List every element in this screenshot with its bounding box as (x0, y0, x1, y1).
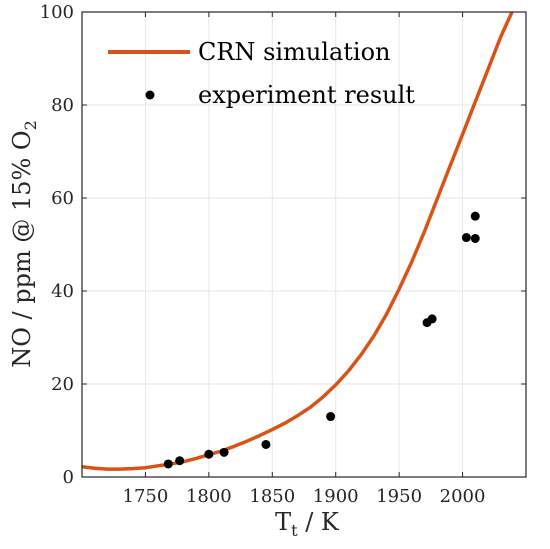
data-point-experiment (175, 456, 185, 466)
legend: CRN simulation experiment result (108, 38, 415, 109)
plot-background (82, 12, 526, 477)
series-layer (82, 12, 514, 471)
x-tick-label: 2000 (440, 486, 486, 507)
y-tick-label: 20 (51, 374, 74, 395)
axes-box (81, 11, 527, 478)
series-line-crn-simulation (82, 12, 514, 471)
data-point-experiment (427, 314, 437, 324)
data-point-experiment (163, 459, 173, 469)
legend-dot-swatch (145, 90, 155, 100)
x-tick-label: 1800 (186, 486, 232, 507)
x-tick-label: 1950 (376, 486, 422, 507)
y-tick-label: 40 (51, 281, 74, 302)
y-axis-label-subscript: 2 (21, 120, 40, 130)
grid (82, 11, 526, 478)
ticks: 1750 1800 1850 1900 1950 2000 0 20 40 60 80 100 (40, 2, 526, 507)
data-point-experiment (470, 211, 480, 221)
x-axis-label-unit: / K (298, 508, 340, 536)
y-axis-label-main: NO / ppm @ 15% O (8, 130, 36, 367)
y-tick-label: 60 (51, 188, 74, 209)
x-tick-label: 1750 (123, 486, 169, 507)
legend-label-crn-simulation: CRN simulation (198, 38, 390, 66)
x-axis-label-subscript: t (291, 521, 298, 540)
x-axis-label-main: T (275, 508, 291, 536)
data-point-experiment (219, 447, 229, 457)
data-point-experiment (461, 233, 471, 243)
data-point-experiment (326, 412, 336, 422)
x-axis-label: Tt / K (275, 508, 340, 540)
data-point-experiment (261, 439, 271, 449)
y-tick-label: 80 (51, 95, 74, 116)
data-point-experiment (204, 449, 214, 459)
y-axis-label: NO / ppm @ 15% O2 (8, 120, 40, 368)
y-tick-label: 0 (63, 467, 74, 488)
y-tick-label: 100 (40, 2, 74, 23)
x-tick-label: 1900 (313, 486, 359, 507)
data-point-experiment (470, 233, 480, 243)
x-tick-label: 1850 (249, 486, 295, 507)
legend-label-experiment-result: experiment result (198, 81, 415, 109)
